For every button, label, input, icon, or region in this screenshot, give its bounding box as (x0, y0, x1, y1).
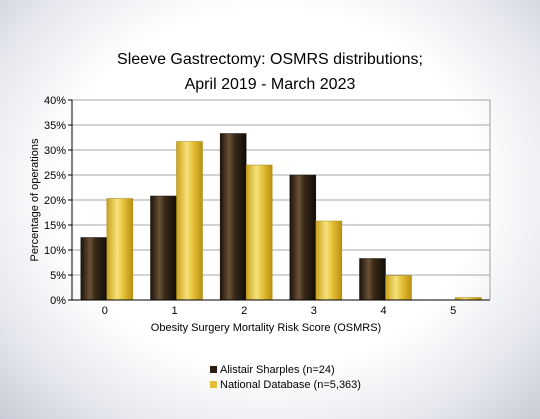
y-tick-label: 5% (50, 270, 66, 282)
bar-series-2-2 (245, 164, 273, 301)
y-tick-labels: 0% 5% 10% 15% 20% 25% 30% 35% 40% (44, 95, 66, 307)
y-tick-label: 40% (44, 95, 66, 107)
bar-series-2-4 (385, 275, 412, 301)
x-tick-label: 2 (241, 305, 247, 317)
x-tick-label: 0 (102, 305, 108, 317)
x-tick-label: 5 (450, 305, 456, 317)
y-tick-label: 20% (44, 195, 66, 207)
y-tick-label: 30% (44, 145, 66, 157)
bar-series-1-1 (150, 195, 177, 301)
y-tick-label: 15% (44, 220, 66, 232)
x-axis-label: Obesity Surgery Mortality Risk Score (OS… (151, 322, 381, 334)
y-tick-label: 35% (44, 120, 66, 132)
chart-title-line-1: Sleeve Gastrectomy: OSMRS distributions; (117, 51, 423, 68)
x-tick-label: 3 (311, 305, 317, 317)
x-tick-label: 4 (380, 305, 386, 317)
bar-series-1-0 (80, 237, 108, 301)
y-axis-label: Percentage of operations (29, 138, 41, 261)
y-tick-label: 25% (44, 170, 66, 182)
legend-label-series-1: Alistair Sharples (n=24) (220, 364, 335, 376)
bar-series-1-2 (219, 133, 247, 301)
gridlines (68, 99, 490, 301)
x-tick-label: 1 (171, 305, 177, 317)
bar-series-1-3 (289, 174, 317, 301)
x-tick-labels: 0 1 2 3 4 5 (102, 305, 456, 317)
axes (71, 100, 491, 301)
legend-swatch-series-2 (210, 381, 217, 388)
legend-swatch-series-1 (210, 366, 217, 373)
bar-series-1-4 (359, 258, 386, 301)
bar-series-2-3 (315, 220, 343, 301)
y-tick-label: 10% (44, 245, 66, 257)
y-tick-label: 0% (50, 295, 66, 307)
bars (80, 133, 482, 301)
chart-title-line-2: April 2019 - March 2023 (185, 76, 356, 93)
bar-series-2-0 (106, 198, 134, 301)
bar-series-2-1 (176, 141, 203, 301)
legend-label-series-2: National Database (n=5,363) (220, 379, 361, 391)
legend: Alistair Sharples (n=24) National Databa… (210, 364, 361, 391)
